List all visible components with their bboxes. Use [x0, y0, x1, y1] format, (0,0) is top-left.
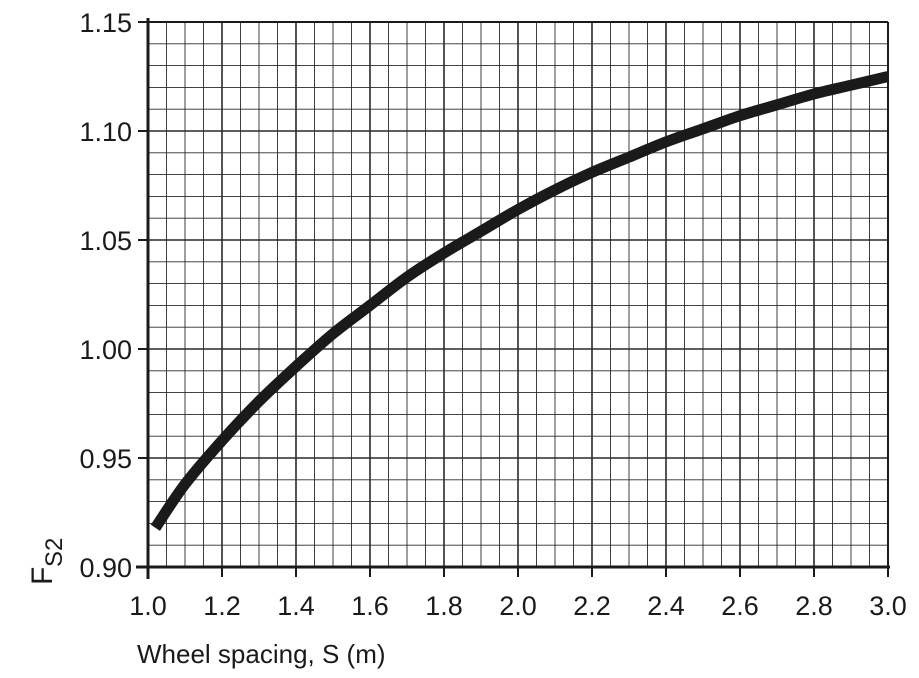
x-tick-label: 1.6 [351, 591, 389, 621]
y-tick-label: 1.00 [79, 335, 132, 365]
x-tick-label: 2.2 [573, 591, 611, 621]
x-tick-label: 2.8 [795, 591, 833, 621]
y-tick-label: 1.05 [79, 226, 132, 256]
x-tick-label: 2.6 [721, 591, 759, 621]
x-tick-label: 2.4 [647, 591, 685, 621]
x-tick-label: 3.0 [869, 591, 907, 621]
x-tick-label: 1.0 [129, 591, 167, 621]
y-axis-label-sub: S2 [41, 538, 68, 567]
y-tick-label: 0.95 [79, 444, 132, 474]
series-line-0 [150, 71, 890, 531]
x-tick-label: 1.8 [425, 591, 463, 621]
y-tick-label: 1.10 [79, 117, 132, 147]
tick-labels: 1.0 1.2 1.4 1.6 1.8 2.0 2.2 2.4 2.6 2.8 3.0 0.90 0.9… [79, 8, 906, 621]
axes [136, 18, 890, 579]
x-tick-label: 1.4 [277, 591, 315, 621]
y-tick-label: 0.90 [79, 553, 132, 583]
y-axis-label: F S2 [26, 538, 68, 585]
x-tick-label: 1.2 [203, 591, 241, 621]
series-layer [150, 71, 890, 531]
y-tick-label: 1.15 [79, 8, 132, 38]
x-tick-label: 2.0 [499, 591, 537, 621]
y-axis-label-main: F [26, 567, 59, 585]
x-axis-label: Wheel spacing, S (m) [137, 639, 386, 669]
